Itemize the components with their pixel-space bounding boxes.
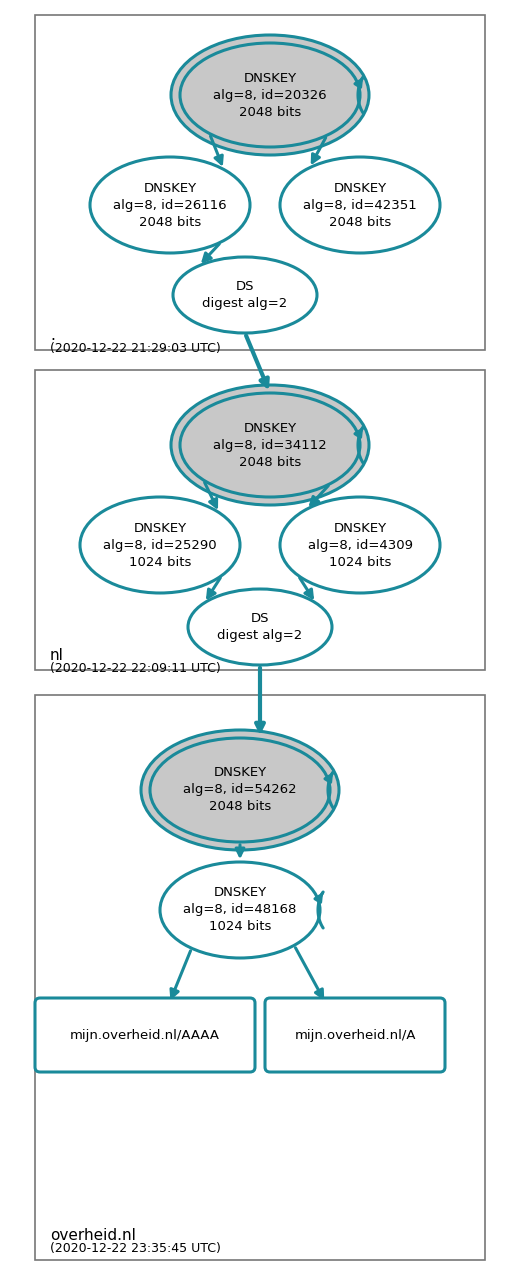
Ellipse shape xyxy=(188,589,332,665)
Ellipse shape xyxy=(150,737,330,842)
Text: .: . xyxy=(50,328,55,343)
Text: (2020-12-22 21:29:03 UTC): (2020-12-22 21:29:03 UTC) xyxy=(50,343,221,355)
FancyBboxPatch shape xyxy=(35,998,255,1072)
Ellipse shape xyxy=(280,497,440,593)
Bar xyxy=(35,695,485,1260)
Ellipse shape xyxy=(90,157,250,253)
Ellipse shape xyxy=(173,257,317,334)
Ellipse shape xyxy=(180,43,360,147)
Text: DNSKEY
alg=8, id=26116
2048 bits: DNSKEY alg=8, id=26116 2048 bits xyxy=(113,181,227,229)
Ellipse shape xyxy=(171,385,369,505)
Ellipse shape xyxy=(280,157,440,253)
Text: DNSKEY
alg=8, id=48168
1024 bits: DNSKEY alg=8, id=48168 1024 bits xyxy=(184,887,297,933)
Text: DNSKEY
alg=8, id=25290
1024 bits: DNSKEY alg=8, id=25290 1024 bits xyxy=(103,521,217,569)
Ellipse shape xyxy=(80,497,240,593)
Text: DS
digest alg=2: DS digest alg=2 xyxy=(202,280,288,311)
Ellipse shape xyxy=(141,730,339,850)
Ellipse shape xyxy=(160,861,320,958)
Text: DNSKEY
alg=8, id=54262
2048 bits: DNSKEY alg=8, id=54262 2048 bits xyxy=(183,767,297,814)
Text: DNSKEY
alg=8, id=34112
2048 bits: DNSKEY alg=8, id=34112 2048 bits xyxy=(213,422,327,469)
Text: overheid.nl: overheid.nl xyxy=(50,1228,136,1243)
FancyBboxPatch shape xyxy=(265,998,445,1072)
Bar xyxy=(35,371,485,670)
Text: (2020-12-22 22:09:11 UTC): (2020-12-22 22:09:11 UTC) xyxy=(50,662,221,675)
Bar xyxy=(35,15,485,350)
Text: DNSKEY
alg=8, id=42351
2048 bits: DNSKEY alg=8, id=42351 2048 bits xyxy=(303,181,417,229)
Text: mijn.overheid.nl/AAAA: mijn.overheid.nl/AAAA xyxy=(70,1029,220,1042)
Text: DS
digest alg=2: DS digest alg=2 xyxy=(217,612,303,642)
Text: nl: nl xyxy=(50,648,64,663)
Text: mijn.overheid.nl/A: mijn.overheid.nl/A xyxy=(294,1029,416,1042)
Text: DNSKEY
alg=8, id=4309
1024 bits: DNSKEY alg=8, id=4309 1024 bits xyxy=(307,521,412,569)
Ellipse shape xyxy=(180,394,360,497)
Text: (2020-12-22 23:35:45 UTC): (2020-12-22 23:35:45 UTC) xyxy=(50,1242,221,1255)
Ellipse shape xyxy=(171,35,369,155)
Text: DNSKEY
alg=8, id=20326
2048 bits: DNSKEY alg=8, id=20326 2048 bits xyxy=(213,72,327,119)
